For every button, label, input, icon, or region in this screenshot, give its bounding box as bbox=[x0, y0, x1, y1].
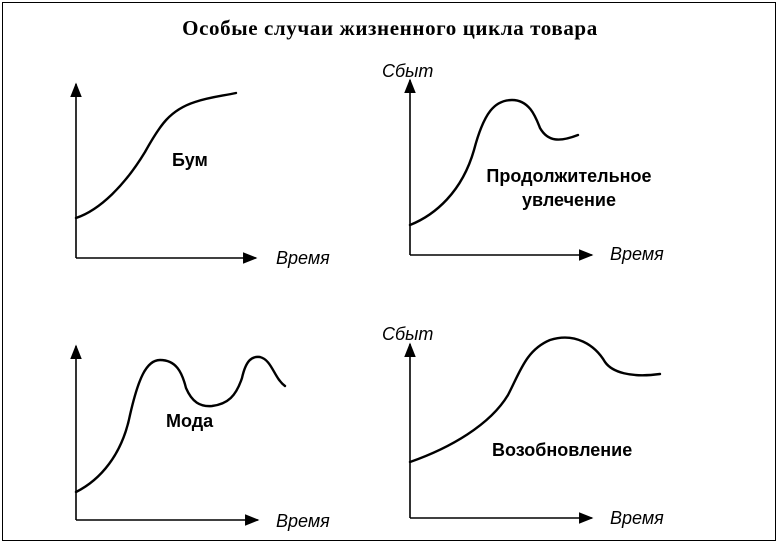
prolonged-label-line-1: Продолжительное bbox=[486, 166, 651, 186]
boom-curve bbox=[74, 91, 238, 220]
panel-boom: Время Бум bbox=[70, 82, 330, 268]
prolonged-curve bbox=[408, 98, 580, 227]
panel-fashion: Время Мода bbox=[70, 344, 330, 531]
prolonged-y-label: Сбыт bbox=[382, 61, 433, 81]
boom-x-label: Время bbox=[276, 248, 330, 268]
diagram-title: Особые случаи жизненного цикла товара bbox=[182, 16, 598, 40]
boom-label-line-1: Бум bbox=[172, 150, 208, 170]
fashion-curve bbox=[74, 355, 287, 494]
panel-prolonged: Сбыт Время Продолжительное увлечение bbox=[382, 61, 664, 264]
renewal-y-label: Сбыт bbox=[382, 324, 433, 344]
fashion-label-line-1: Мода bbox=[166, 411, 214, 431]
renewal-label-line-1: Возобновление bbox=[492, 440, 632, 460]
prolonged-label-line-2: увлечение bbox=[522, 190, 616, 210]
renewal-curve bbox=[408, 336, 662, 464]
panel-renewal: Сбыт Время Возобновление bbox=[382, 324, 664, 528]
fashion-x-label: Время bbox=[276, 511, 330, 531]
renewal-x-label: Время bbox=[610, 508, 664, 528]
prolonged-x-label: Время bbox=[610, 244, 664, 264]
